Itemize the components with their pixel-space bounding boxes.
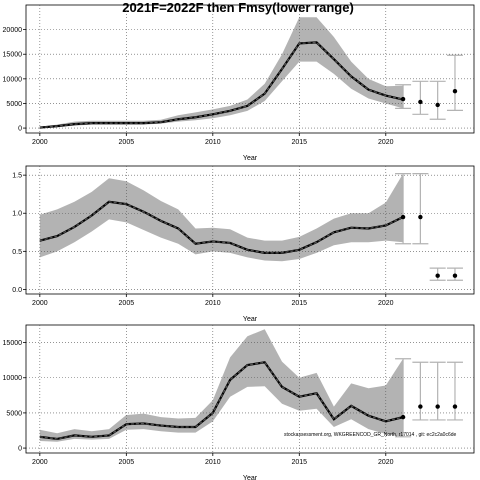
- y-tick-label: 1.5: [12, 173, 22, 180]
- forecast-2023: [429, 267, 446, 281]
- plot-frame: [25, 324, 475, 454]
- forecast-2022: [412, 173, 429, 245]
- forecast-point: [400, 214, 406, 220]
- y-tick-label: 0.5: [12, 249, 22, 256]
- forecast-point: [418, 404, 423, 409]
- forecast-2024: [446, 54, 463, 111]
- forecast-point: [418, 99, 423, 105]
- x-axis-label: Year: [243, 155, 258, 162]
- forecast-point: [452, 273, 458, 278]
- forecast-2024: [446, 267, 463, 281]
- footnote: stockassessment.org, WKGREENCOD_GR_North…: [284, 432, 457, 438]
- forecast-point: [435, 102, 440, 108]
- y-tick-label: 10000: [3, 375, 23, 382]
- x-tick-label: 2010: [205, 300, 221, 307]
- x-tick-label: 2010: [205, 459, 221, 466]
- forecast-2021: [395, 173, 412, 245]
- y-tick-label: 10000: [3, 76, 23, 83]
- forecast-point: [435, 404, 440, 409]
- forecast-2023: [429, 361, 446, 421]
- plot-frame: [25, 4, 475, 134]
- confidence-band: [39, 173, 404, 262]
- y-tick-label: 20000: [3, 27, 23, 34]
- x-tick-label: 2020: [378, 300, 394, 307]
- estimate-median-dashes: [39, 41, 404, 129]
- confidence-band: [39, 329, 404, 442]
- forecast-point: [400, 414, 406, 420]
- panels-container: 2000 2005 2010 2015 202005000100001500020000…: [3, 4, 475, 480]
- x-tick-label: 2015: [292, 300, 308, 307]
- x-tick-label: 2020: [378, 459, 394, 466]
- forecast-2021: [395, 84, 412, 109]
- x-tick-label: 2000: [32, 459, 48, 466]
- y-tick-label: 0.0: [12, 287, 22, 294]
- figure-title: 2021F=2022F then Fmsy(lower range): [122, 0, 354, 15]
- forecast-point: [435, 273, 440, 278]
- forecast-2021: [395, 358, 412, 438]
- y-tick-label: 1.0: [12, 211, 22, 218]
- x-axis-label: Year: [243, 475, 258, 480]
- forecast-point: [452, 88, 458, 94]
- estimate-median-dashes: [39, 201, 404, 254]
- y-tick-label: 5000: [6, 410, 22, 417]
- panel-catch: 2000 2005 2010 2015 2020 0 5000 10000 15000 Year: [3, 324, 475, 480]
- x-tick-label: 2015: [292, 139, 308, 146]
- y-tick-label: 15000: [3, 340, 23, 347]
- x-tick-label: 2005: [119, 459, 135, 466]
- panel-recruitment: 2000 2005 2010 2015 2020 0 5000 10000 15000 20000…: [3, 4, 475, 162]
- x-tick-label: 2000: [32, 139, 48, 146]
- y-tick-label: 0: [18, 446, 22, 453]
- x-tick-label: 2015: [292, 459, 308, 466]
- x-tick-label: 2005: [119, 300, 135, 307]
- y-tick-label: 15000: [3, 52, 23, 59]
- forecast-2023: [429, 80, 446, 120]
- x-axis-label: Year: [243, 316, 258, 323]
- y-tick-label: 0: [18, 126, 22, 133]
- forecast-point: [400, 96, 406, 102]
- x-tick-label: 2000: [32, 300, 48, 307]
- confidence-band: [39, 17, 404, 129]
- plot-frame: [25, 165, 475, 295]
- estimate-median-dashes: [39, 361, 404, 440]
- panel-fishing-mortality: 2000 2005 2010 2015 2020 0.0 0.5 1.0 1.5 Year: [12, 165, 475, 323]
- x-tick-label: 2020: [378, 139, 394, 146]
- forecast-2022: [412, 361, 429, 421]
- forecast-2022: [412, 80, 429, 115]
- x-tick-label: 2010: [205, 139, 221, 146]
- forecast-2024: [446, 361, 463, 421]
- forecast-point: [418, 214, 423, 220]
- x-tick-label: 2005: [119, 139, 135, 146]
- y-tick-label: 5000: [6, 101, 22, 108]
- forecast-point: [452, 404, 458, 409]
